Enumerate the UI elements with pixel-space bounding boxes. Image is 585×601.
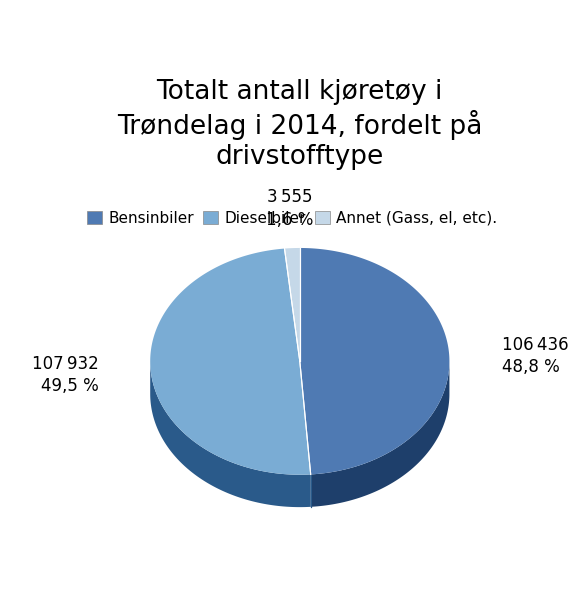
Polygon shape	[300, 248, 449, 474]
Text: 106 436
48,8 %: 106 436 48,8 %	[502, 336, 568, 376]
Text: 107 932
49,5 %: 107 932 49,5 %	[32, 355, 99, 395]
Text: 3 555
1,6 %: 3 555 1,6 %	[266, 188, 313, 228]
Text: Totalt antall kjøretøy i
Trøndelag i 2014, fordelt på
drivstofftype: Totalt antall kjøretøy i Trøndelag i 201…	[117, 79, 483, 170]
Polygon shape	[150, 361, 311, 507]
Polygon shape	[311, 361, 449, 507]
Polygon shape	[150, 249, 311, 475]
Legend: Bensinbiler, Dieselbiler, Annet (Gass, el, etc).: Bensinbiler, Dieselbiler, Annet (Gass, e…	[81, 205, 504, 232]
Polygon shape	[284, 248, 300, 361]
